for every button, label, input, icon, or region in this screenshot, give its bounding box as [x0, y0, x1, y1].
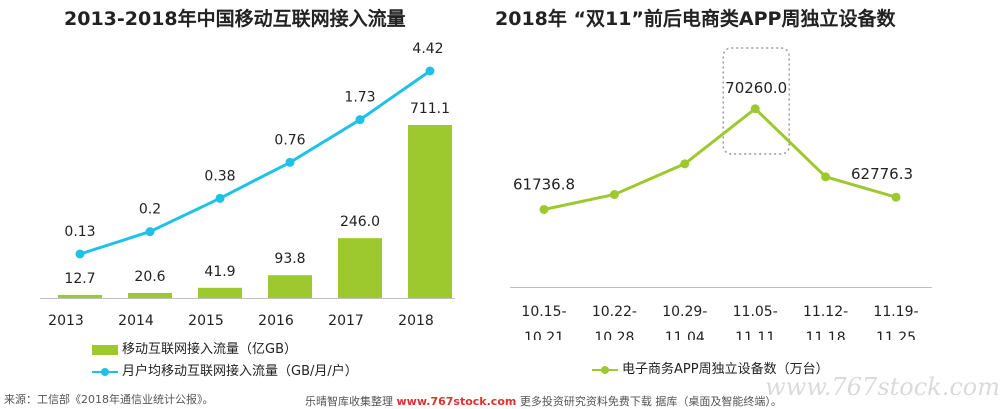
line-label-2015: 0.38 — [204, 168, 235, 184]
legend-line-series: 月户均移动互联网接入流量（GB/月/户） — [92, 360, 358, 379]
right-chart-canvas: 61736.8 70260.0 62776.3 10.15- 10.21 10.22- 10… — [510, 47, 932, 340]
strip-before: 乐晴智库收集整理 — [305, 395, 393, 408]
right-x-tick-1-a: 10.22- — [592, 304, 637, 320]
legend-bar-label: 移动互联网接入流量（亿GB） — [122, 342, 297, 357]
bar-2017 — [338, 238, 382, 298]
bar-2016 — [268, 275, 312, 298]
right-x-tick-4-a: 11.12- — [803, 304, 848, 320]
line-label-2017: 1.73 — [344, 90, 375, 106]
right-point-2 — [680, 159, 690, 169]
line-point-2013 — [75, 249, 85, 259]
line-series-path — [79, 69, 431, 256]
bar-label-2013: 12.7 — [64, 271, 95, 287]
line-point-2016 — [285, 157, 295, 167]
line-point-2017 — [355, 115, 365, 125]
right-x-tick-2-b: 11.04 — [665, 330, 705, 340]
highlight-box — [722, 47, 790, 155]
legend-bar-series: 移动互联网接入流量（亿GB） — [92, 338, 297, 357]
legend-right-label: 电子商务APP周独立设备数（万台） — [622, 362, 829, 377]
legend-right-swatch — [592, 365, 618, 375]
left-chart-canvas: 12.7 20.6 41.9 93.8 246.0 711.1 0.13 0.2 0.38 0.7… — [40, 41, 455, 329]
x-tick-2014: 2014 — [118, 313, 154, 329]
right-x-tick-0-b: 10.21 — [524, 330, 564, 340]
right-x-tick-4-b: 11.18 — [806, 330, 846, 340]
left-chart-title: 2013-2018年中国移动互联网接入流量 — [64, 8, 406, 30]
bar-2018 — [408, 125, 452, 298]
bottom-strip: 乐晴智库收集整理 www.767stock.com 更多投资研究资料免费下载 据… — [305, 393, 782, 409]
x-tick-2017: 2017 — [328, 313, 364, 329]
right-point-3 — [750, 104, 760, 114]
right-x-tick-3-b: 11.11 — [735, 330, 775, 340]
right-label-3: 70260.0 — [725, 79, 787, 97]
line-label-2016: 0.76 — [274, 132, 305, 148]
line-label-2013: 0.13 — [64, 224, 95, 240]
bar-label-2014: 20.6 — [134, 269, 165, 285]
legend-line-swatch — [92, 367, 118, 377]
right-x-tick-2-a: 10.29- — [662, 304, 707, 320]
right-x-tick-1-b: 10.28 — [594, 330, 634, 340]
bar-2013 — [58, 294, 102, 298]
right-label-5: 62776.3 — [851, 165, 913, 183]
right-point-1 — [609, 190, 619, 200]
right-chart-title: 2018年 “双11”前后电商类APP周独立设备数 — [495, 8, 896, 30]
right-x-tick-5-a: 11.19- — [873, 304, 918, 320]
right-point-4 — [821, 172, 831, 182]
bar-2014 — [128, 292, 172, 298]
watermark: www.767stock.com — [765, 373, 1000, 401]
right-point-0 — [539, 204, 549, 214]
line-point-2015 — [215, 193, 225, 203]
right-label-0: 61736.8 — [513, 175, 575, 193]
x-tick-2013: 2013 — [48, 313, 84, 329]
x-tick-2018: 2018 — [398, 313, 434, 329]
right-x-tick-5-b: 11.25 — [876, 330, 916, 340]
line-label-2014: 0.2 — [139, 202, 161, 218]
right-point-5 — [891, 192, 901, 202]
bar-label-2015: 41.9 — [204, 264, 235, 280]
right-x-tick-3-a: 11.05- — [733, 304, 778, 320]
bar-label-2017: 246.0 — [340, 214, 380, 230]
line-point-2018 — [425, 66, 435, 76]
x-tick-2015: 2015 — [188, 313, 224, 329]
right-line-path — [543, 106, 897, 211]
strip-after: 更多投资研究资料免费下载 — [519, 395, 652, 408]
strip-link[interactable]: www.767stock.com — [396, 395, 517, 408]
bar-label-2016: 93.8 — [274, 251, 305, 267]
line-point-2014 — [145, 227, 155, 237]
bar-label-2018: 711.1 — [410, 101, 450, 117]
strip-tail: 据库（桌面及智能终端）。 — [655, 395, 782, 408]
legend-right-series: 电子商务APP周独立设备数（万台） — [592, 358, 829, 377]
source-note: 来源：工信部《2018年通信业统计公报》。 — [4, 393, 214, 406]
legend-line-label: 月户均移动互联网接入流量（GB/月/户） — [122, 364, 358, 379]
bar-2015 — [198, 287, 242, 298]
line-label-2018: 4.42 — [412, 41, 443, 57]
x-tick-2016: 2016 — [258, 313, 294, 329]
right-x-tick-0-a: 10.15- — [521, 304, 566, 320]
legend-bar-swatch — [92, 344, 118, 355]
